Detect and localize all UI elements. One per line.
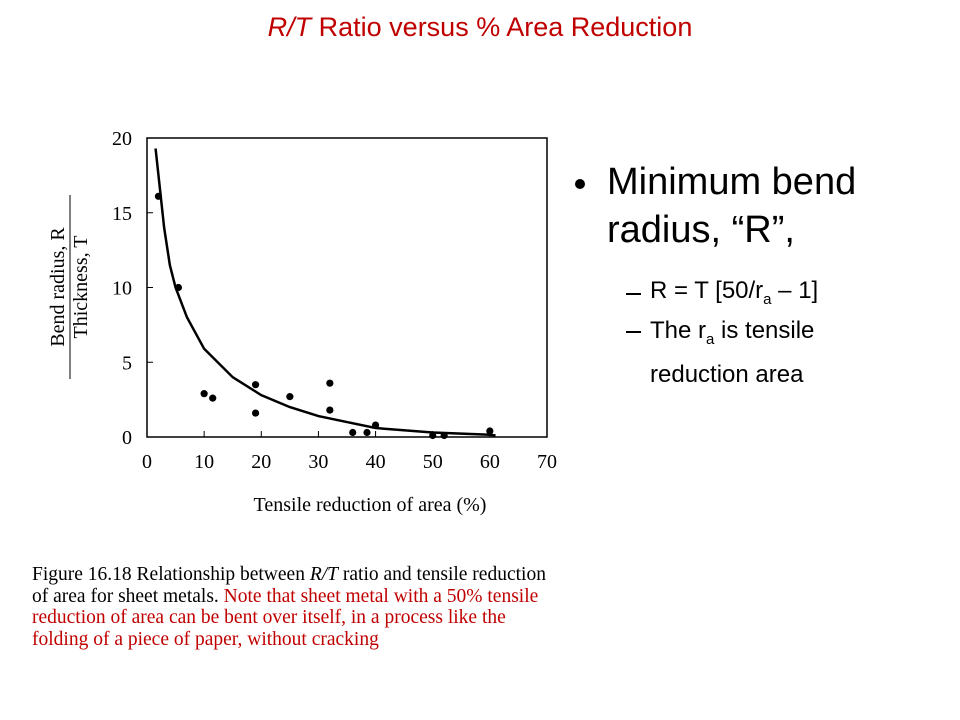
y-tick-label: 10 xyxy=(112,278,132,300)
text: – 1] xyxy=(771,277,819,304)
data-point xyxy=(286,393,294,401)
text: R/T xyxy=(309,564,339,585)
text: ratio and tensile reduction of area for … xyxy=(32,564,546,607)
y-tick-label: 5 xyxy=(122,352,132,374)
y-tick-label: 20 xyxy=(112,128,132,150)
x-tick-label: 60 xyxy=(480,451,500,473)
data-point xyxy=(251,409,260,417)
y-label-denominator: Thickness, T xyxy=(70,236,92,339)
title-rest: Ratio versus % Area Reduction xyxy=(311,12,693,42)
data-point xyxy=(200,390,208,398)
data-point xyxy=(326,379,334,387)
sub-bullet: R = T [50/ra – 1] xyxy=(650,273,890,317)
subscript: a xyxy=(763,290,772,308)
y-label-numerator: Bend radius, R xyxy=(47,227,69,347)
x-tick-label: 20 xyxy=(251,451,271,473)
data-point xyxy=(486,427,494,435)
text: Figure 16.18 Relationship between xyxy=(32,564,310,585)
data-point xyxy=(349,428,357,437)
x-tick-label: 0 xyxy=(142,451,152,473)
sub-bullet: The ra is tensile reduction area xyxy=(650,313,890,392)
note: Note that sheet metal with a 50% tensile… xyxy=(32,585,539,650)
caption: Figure 16.18 Relationship between R/T ra… xyxy=(32,564,562,650)
text: is tensile reduction area xyxy=(650,317,815,388)
title-italic: R/T xyxy=(267,12,312,42)
data-point xyxy=(209,394,217,402)
x-tick-label: 10 xyxy=(194,451,214,473)
x-tick-label: 50 xyxy=(423,451,443,473)
text: The r xyxy=(650,317,707,344)
x-axis-label: Tensile reduction of area (%) xyxy=(254,494,487,516)
slide-title: R/T Ratio versus % Area Reduction xyxy=(0,12,960,43)
y-tick-label: 0 xyxy=(122,427,132,449)
data-point xyxy=(363,428,371,437)
text: R = T [50/r xyxy=(650,277,764,304)
data-point xyxy=(251,381,260,389)
subscript: a xyxy=(706,330,715,348)
bullet-dot xyxy=(575,179,585,189)
y-tick-label: 15 xyxy=(112,203,132,225)
x-tick-label: 40 xyxy=(366,451,386,473)
y-axis-label: Bend radius, R Thickness, T xyxy=(47,195,92,379)
x-tick-label: 30 xyxy=(308,451,328,473)
plot: 0 10 20 30 40 50 60 70 0 5 10 15 20 Tensile reduction… xyxy=(47,128,557,516)
bullet: Minimum bend radius, “R”, xyxy=(607,161,857,251)
data-point xyxy=(326,406,334,414)
x-tick-label: 70 xyxy=(537,451,557,473)
fit-curve xyxy=(154,148,496,437)
